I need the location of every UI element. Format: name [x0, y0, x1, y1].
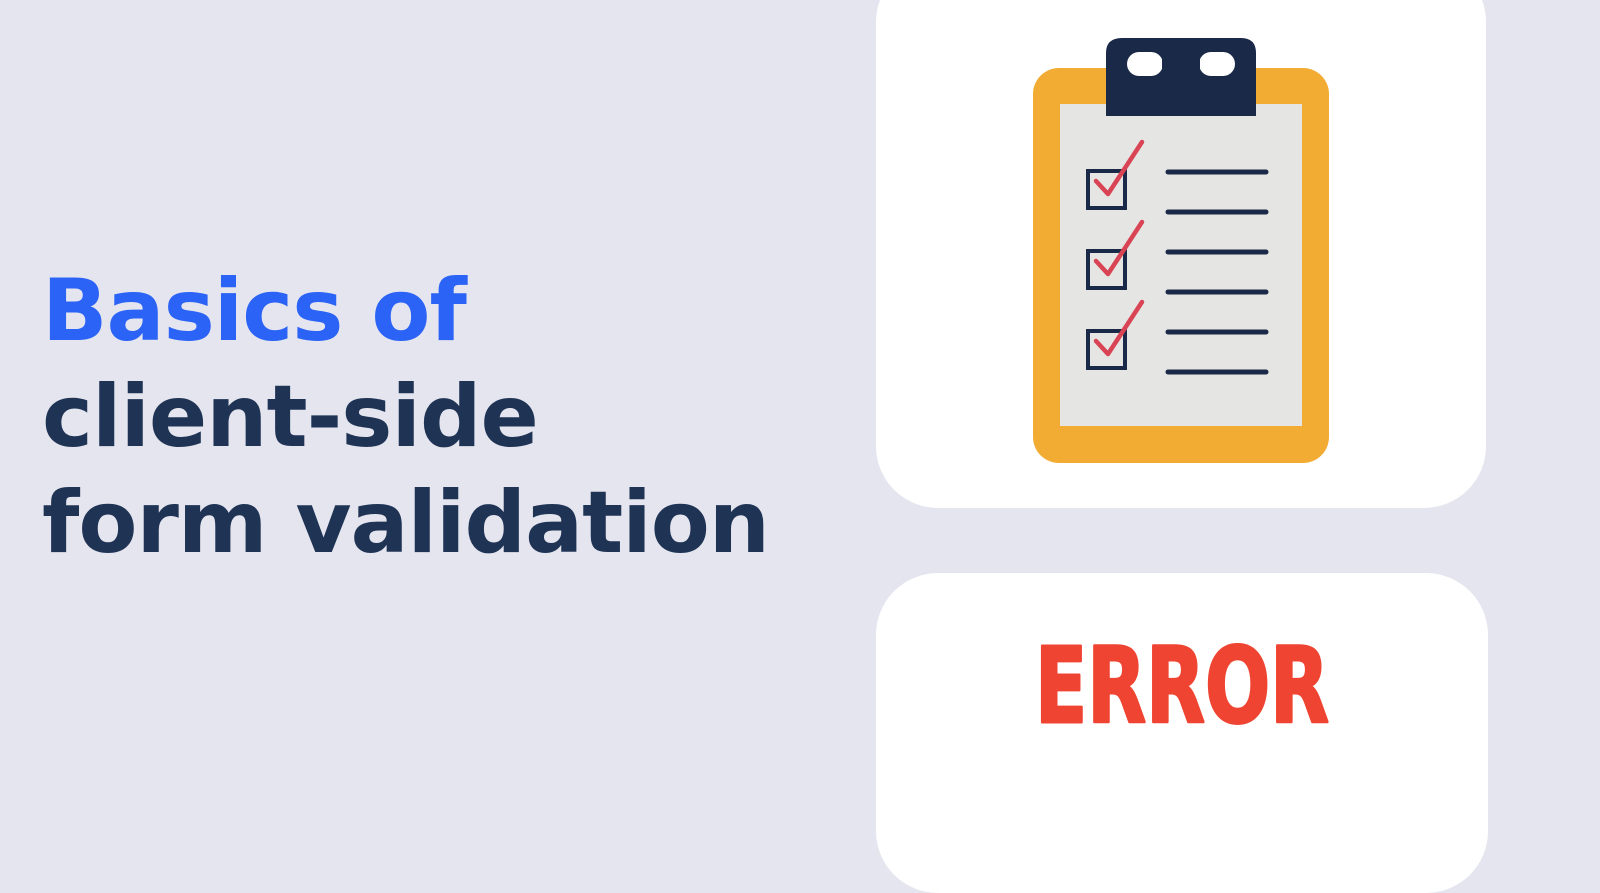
error-stamp: ERROR [1034, 628, 1331, 730]
error-card [876, 573, 1488, 893]
clipboard-clip [1106, 38, 1256, 116]
checkmark-1 [1093, 139, 1145, 197]
clip-slot-left [1127, 52, 1163, 76]
headline: Basics of client-side form validation [42, 258, 770, 576]
checklist [1086, 139, 1269, 375]
headline-line-2: client-side [42, 367, 539, 467]
error-text: ERROR [1035, 628, 1329, 730]
checkbox-3 [1086, 329, 1127, 370]
checkmark-2 [1093, 219, 1145, 277]
clipboard-checklist-icon [1033, 38, 1329, 463]
headline-line-3: form validation [42, 473, 770, 573]
checkmark-3 [1093, 299, 1145, 357]
checkbox-1 [1086, 169, 1127, 210]
headline-line-1: Basics of [42, 261, 467, 361]
clipboard-paper [1060, 104, 1302, 426]
checkbox-2 [1086, 249, 1127, 290]
clip-slot-right [1199, 52, 1235, 76]
